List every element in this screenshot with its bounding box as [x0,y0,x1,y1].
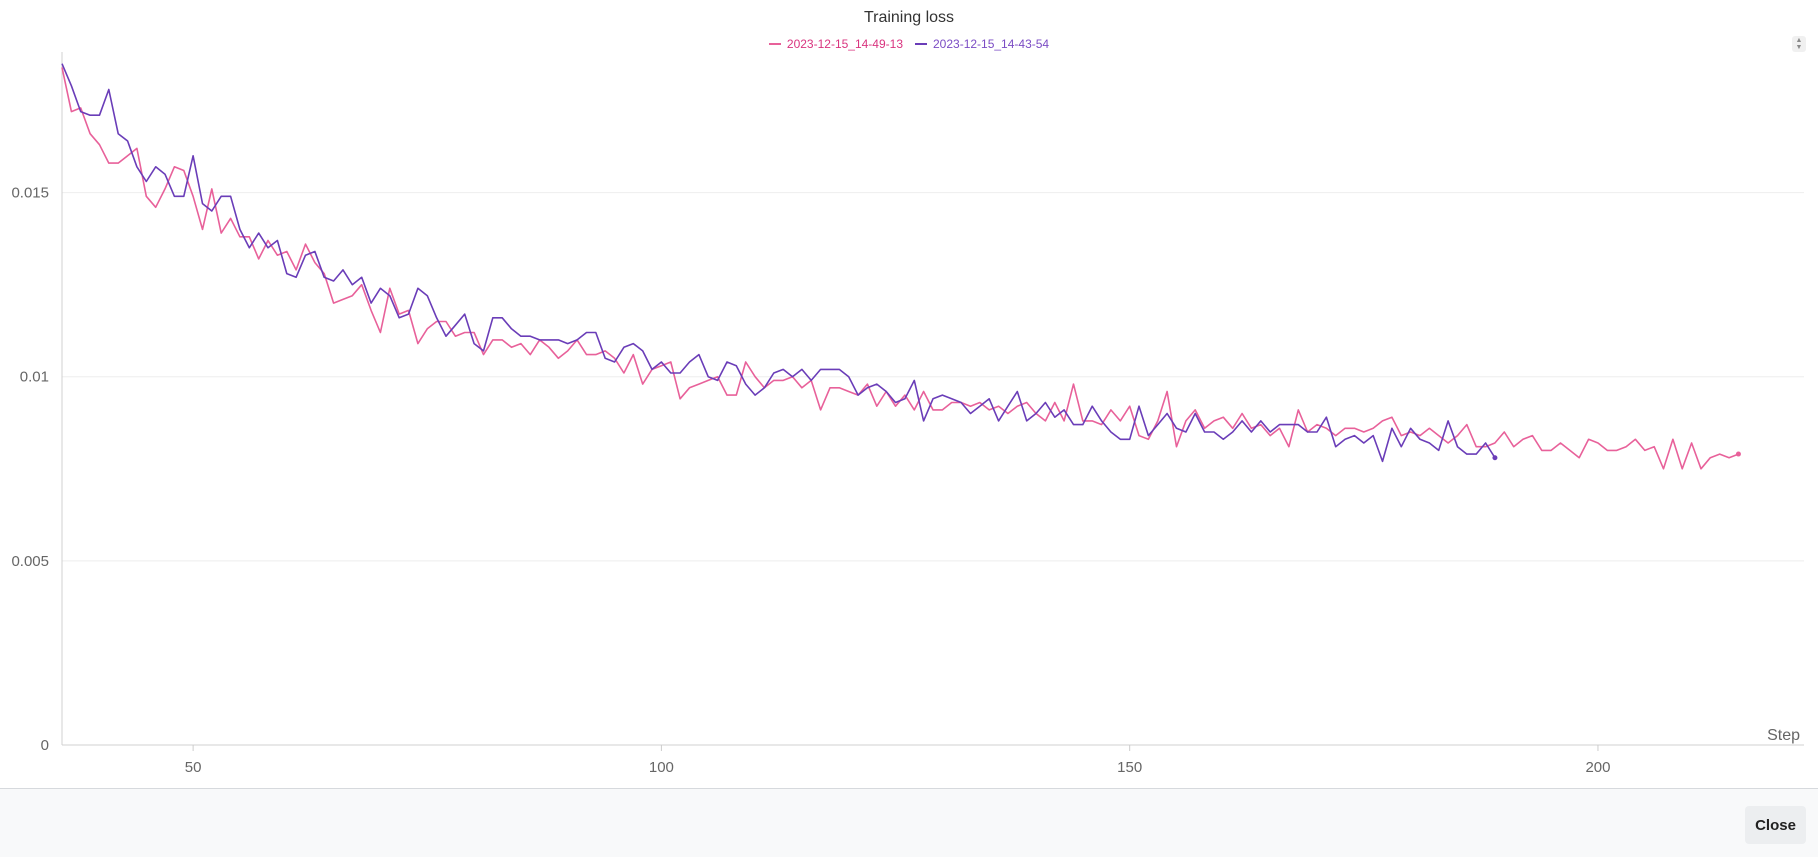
x-tick-label: 50 [185,759,202,776]
x-tick-label: 200 [1585,759,1610,776]
y-tick-label: 0.005 [11,553,49,570]
legend-scroll-arrows-icon[interactable]: ▲ ▼ [1792,36,1806,52]
y-tick-label: 0.015 [11,185,49,202]
x-tick-label: 150 [1117,759,1142,776]
chart-panel: 0 0.005 0.01 0.015 50 100 150 200 Step Training… [0,9,1818,776]
chevron-up-icon: ▲ [1795,37,1803,44]
x-tick-label: 100 [649,759,674,776]
line-chart: 0 0.005 0.01 0.015 50 100 150 200 Step [11,52,1804,776]
legend-entry-series-1[interactable]: 2023-12-15_14-49-13 [768,37,903,51]
legend-label-series-2: 2023-12-15_14-43-54 [933,37,1050,51]
series-end-point-2 [1492,455,1498,461]
chevron-down-icon: ▼ [1795,44,1803,51]
y-tick-label: 0 [41,737,49,754]
axes: 0 0.005 0.01 0.015 50 100 150 200 [11,52,1804,776]
series-lines [61,63,1741,470]
y-tick-label: 0.01 [20,369,49,386]
legend-entry-series-2[interactable]: 2023-12-15_14-43-54 [915,37,1049,51]
legend-swatch-series-1 [768,43,781,45]
grid-lines [62,192,1804,562]
close-button[interactable]: Close [1745,806,1806,844]
series-line-1[interactable] [61,67,1739,470]
legend-swatch-series-2 [915,43,927,45]
chart-title: Training loss [863,9,955,26]
series-line-2[interactable] [61,63,1496,463]
legend-label-series-1: 2023-12-15_14-49-13 [786,37,903,51]
x-axis-title: Step [1767,727,1800,744]
series-end-point-1 [1735,451,1741,457]
legend: 2023-12-15_14-49-13 2023-12-15_14-43-54 [0,37,1818,51]
dialog-footer: Close [0,788,1818,857]
